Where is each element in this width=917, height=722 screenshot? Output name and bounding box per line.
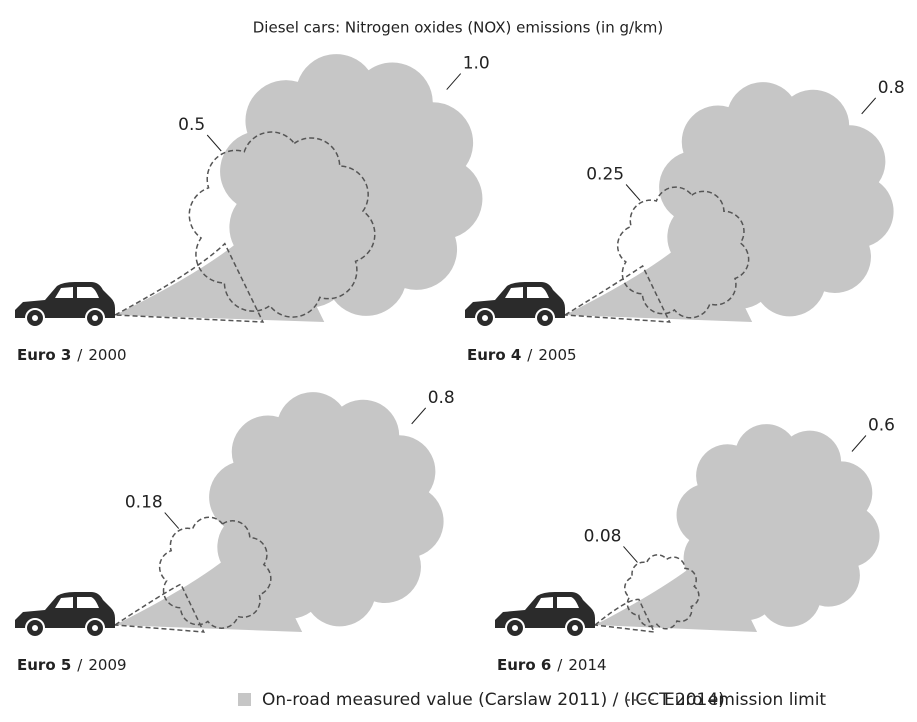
panel-label: Euro 4 / 2005 <box>467 346 577 364</box>
separator: / <box>527 346 533 364</box>
car-window <box>535 597 579 608</box>
panel-year: 2014 <box>568 656 606 674</box>
limit-cloud <box>562 186 750 323</box>
car-window <box>55 597 99 608</box>
leader-line <box>446 73 462 90</box>
panel-label: Euro 3 / 2000 <box>17 346 127 364</box>
panel-category: Euro 3 <box>17 346 71 364</box>
panel-year: 2000 <box>88 346 126 364</box>
leader-line <box>623 546 638 563</box>
chart-title: Diesel cars: Nitrogen oxides (NOX) emiss… <box>253 19 663 37</box>
limit-cloud <box>112 516 272 633</box>
limit-cloud <box>112 131 376 323</box>
car-hub <box>32 315 38 321</box>
car-window <box>505 287 549 298</box>
legend-label: On-road measured value (Carslaw 2011) / … <box>262 690 725 710</box>
separator: / <box>557 656 563 674</box>
value-label: 0.8 <box>428 388 455 408</box>
car-hub <box>542 315 548 321</box>
value-label: 0.08 <box>584 526 622 546</box>
leader-line <box>625 184 641 201</box>
car-hub <box>32 625 38 631</box>
car-hub <box>92 315 98 321</box>
panel-category: Euro 4 <box>467 346 521 364</box>
measured-cloud <box>115 54 483 322</box>
car <box>495 592 595 638</box>
value-label: 0.18 <box>125 493 163 513</box>
legend-label: Euro emission limit <box>664 690 826 710</box>
leader-line <box>861 97 877 115</box>
leader-line <box>164 512 180 529</box>
car-hub <box>482 315 488 321</box>
car-hub <box>92 625 98 631</box>
car <box>465 282 565 328</box>
value-label: 0.25 <box>586 164 624 184</box>
leader-line <box>851 435 867 452</box>
separator: / <box>77 346 83 364</box>
value-label: 0.8 <box>878 78 905 98</box>
panel-label: Euro 5 / 2009 <box>17 656 127 674</box>
panel-label: Euro 6 / 2014 <box>497 656 607 674</box>
separator: / <box>77 656 83 674</box>
panel-year: 2009 <box>88 656 126 674</box>
car <box>15 592 115 638</box>
car-hub <box>572 625 578 631</box>
panel-category: Euro 6 <box>497 656 551 674</box>
car-window <box>55 287 99 298</box>
leader-line <box>206 134 222 152</box>
car-hub <box>512 625 518 631</box>
limit-cloud <box>593 554 700 633</box>
measured-cloud <box>595 424 880 632</box>
value-label: 0.6 <box>868 415 895 435</box>
legend-swatch <box>238 693 251 706</box>
value-label: 0.5 <box>178 115 205 135</box>
panel-category: Euro 5 <box>17 656 71 674</box>
panel-year: 2005 <box>538 346 576 364</box>
car <box>15 282 115 328</box>
leader-line <box>411 407 427 425</box>
value-label: 1.0 <box>463 54 490 74</box>
measured-cloud <box>115 392 444 632</box>
measured-cloud <box>565 82 894 322</box>
